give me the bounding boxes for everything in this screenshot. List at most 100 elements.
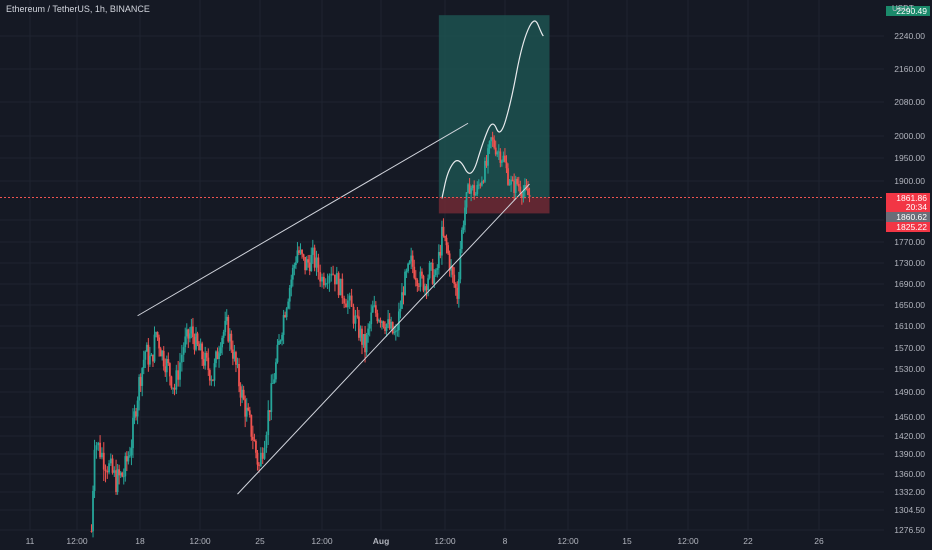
candle-body <box>413 266 416 278</box>
candle-body <box>222 332 225 338</box>
x-tick-label: 22 <box>743 536 753 546</box>
candle-body <box>175 370 178 390</box>
candle-body <box>387 319 390 325</box>
candle-body <box>265 435 268 448</box>
candle-body <box>388 319 391 329</box>
candle-body <box>480 181 483 186</box>
candle-body <box>127 456 130 462</box>
candle-body <box>456 287 459 299</box>
candle-body <box>487 148 489 166</box>
candle-body <box>122 476 125 478</box>
candle-body <box>445 237 448 246</box>
candle-body <box>156 332 159 338</box>
candle-body <box>215 351 217 364</box>
candle-body <box>473 185 476 196</box>
candle-body <box>278 340 280 345</box>
candle-body <box>427 278 429 291</box>
candle-body <box>188 333 191 339</box>
candle-body <box>394 331 397 333</box>
candle-body <box>441 226 443 256</box>
candle-body <box>382 321 385 327</box>
candle-body <box>250 414 253 437</box>
candle-body <box>247 407 250 411</box>
candle-body <box>136 400 139 417</box>
candle-body <box>364 334 366 353</box>
price-label-box <box>886 212 930 222</box>
candle-body <box>253 439 256 442</box>
x-tick-label: 12:00 <box>311 536 333 546</box>
candle-body <box>111 458 114 473</box>
candle-body <box>450 266 453 271</box>
candle-body <box>330 273 333 276</box>
y-tick-label: 2080.00 <box>894 97 925 107</box>
candle-body <box>213 363 216 381</box>
candle-body <box>484 160 486 182</box>
candle-body <box>497 151 500 153</box>
candle-body <box>362 334 365 345</box>
candle-body <box>346 300 349 308</box>
candle-body <box>125 456 128 462</box>
candle-body <box>121 472 124 477</box>
candle-body <box>291 267 294 280</box>
candle-body <box>259 452 262 466</box>
candle-body <box>422 275 425 291</box>
candle-body <box>359 328 362 338</box>
price-label-box <box>886 202 930 212</box>
candle-body <box>465 192 468 208</box>
candle-body <box>528 194 531 198</box>
candle-body <box>179 362 181 380</box>
candle-body <box>205 352 208 358</box>
candle-body <box>216 351 219 359</box>
candle-body <box>219 347 222 354</box>
candle-body <box>404 271 406 296</box>
candle-body <box>167 359 170 364</box>
candle-body <box>493 139 496 148</box>
candle-body <box>90 531 93 532</box>
candle-body <box>317 257 320 273</box>
candle-body <box>251 436 254 440</box>
x-tick-label: Aug <box>373 536 390 546</box>
candle-body <box>190 326 193 334</box>
candle-body <box>172 387 174 389</box>
candle-body <box>335 273 338 285</box>
candle-body <box>164 366 167 373</box>
price-label-box <box>886 193 930 203</box>
candle-body <box>129 455 131 457</box>
candle-body <box>421 271 423 276</box>
price-label-box <box>886 222 930 232</box>
candle-body <box>158 337 161 349</box>
y-tick-label: 1390.00 <box>894 449 925 459</box>
candle-body <box>241 389 244 398</box>
candle-body <box>118 469 121 476</box>
candle-body <box>159 348 162 357</box>
candle-body <box>210 379 213 381</box>
y-tick-label: 1690.00 <box>894 279 925 289</box>
candle-body <box>507 168 509 185</box>
candle-body <box>273 379 276 384</box>
candle-body <box>202 359 205 366</box>
candle-body <box>491 137 494 140</box>
candle-body <box>350 295 353 307</box>
candle-body <box>354 315 357 324</box>
y-tick-label: 1570.00 <box>894 343 925 353</box>
candle-body <box>419 271 422 287</box>
currency-label: USDT <box>892 4 914 13</box>
candle-body <box>281 334 283 341</box>
candle-body <box>144 351 147 360</box>
candle-body <box>97 442 100 446</box>
candle-body <box>471 185 474 189</box>
y-tick-label: 2000.00 <box>894 131 925 141</box>
candle-body <box>161 350 164 357</box>
x-tick-label: 12:00 <box>557 536 579 546</box>
candle-body <box>295 262 297 266</box>
candle-body <box>391 321 394 334</box>
candle-body <box>198 344 200 351</box>
candle-body <box>490 137 492 142</box>
candle-body <box>448 253 451 271</box>
candle-body <box>527 188 529 195</box>
candle-body <box>301 249 303 255</box>
candle-body <box>141 368 144 386</box>
candle-body <box>505 161 508 169</box>
candle-body <box>324 283 327 286</box>
